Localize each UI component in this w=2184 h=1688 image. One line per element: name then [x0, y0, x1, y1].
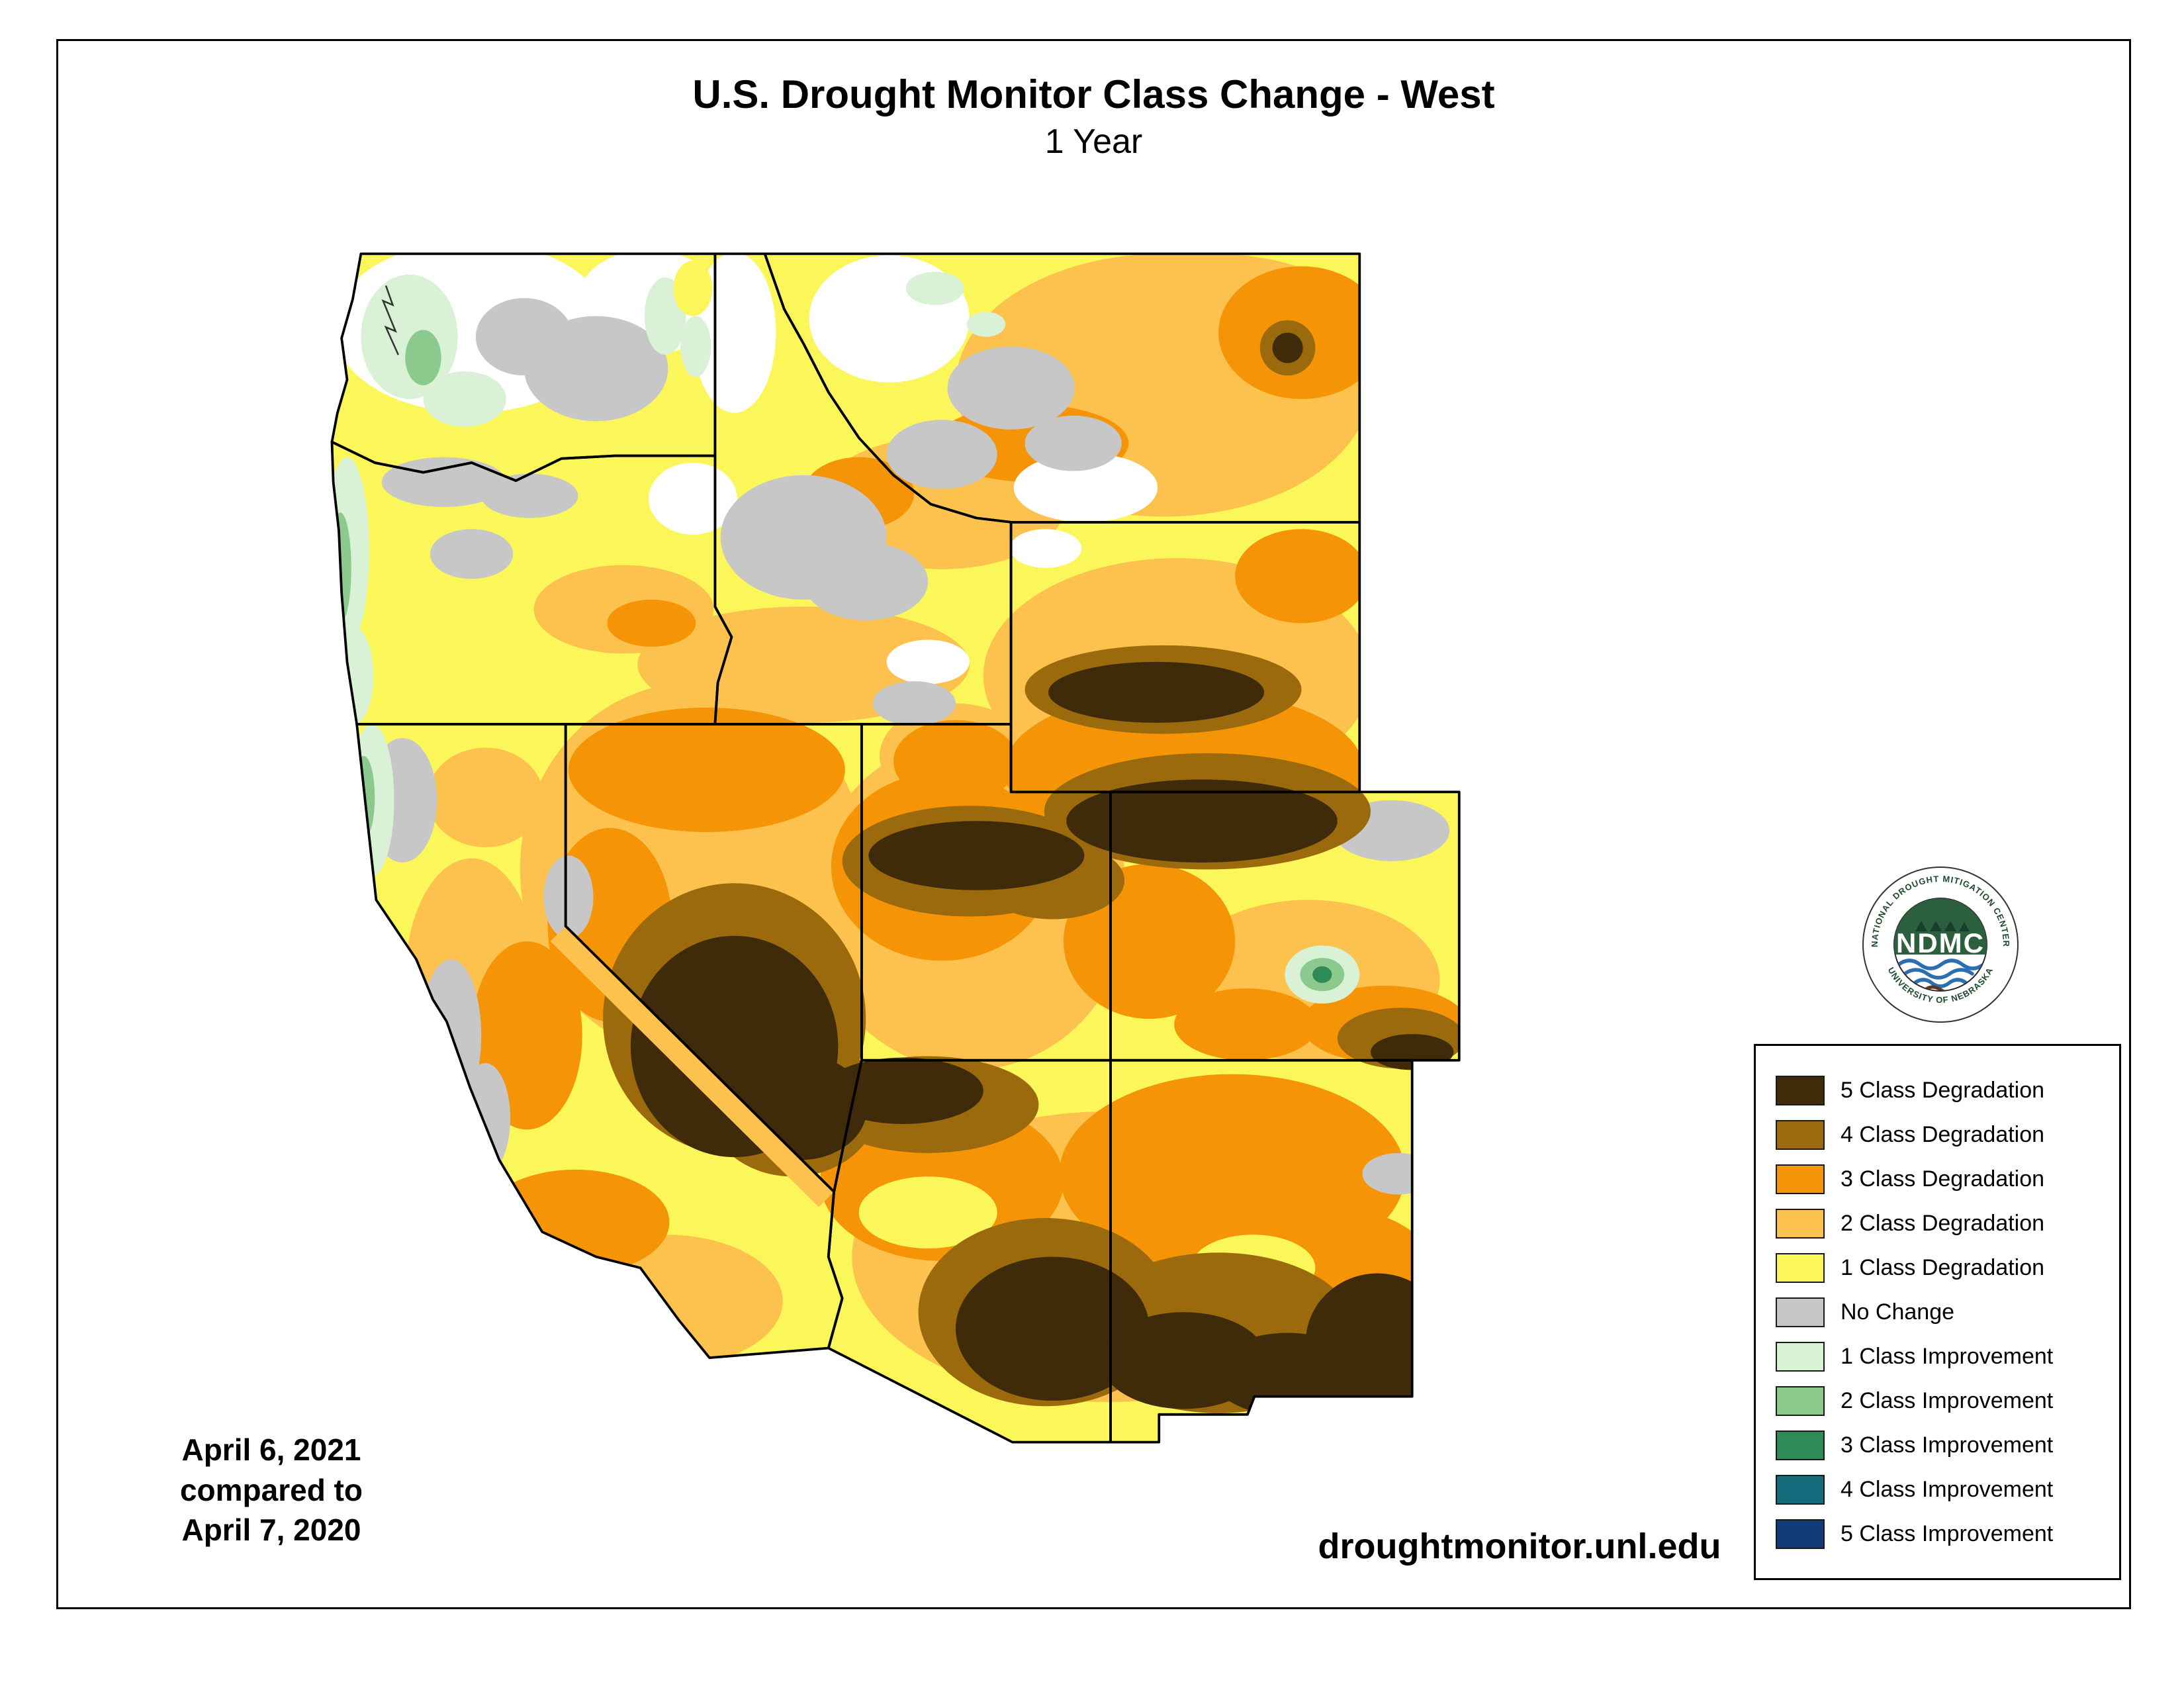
state-montana: [763, 252, 1361, 524]
california-border-strip: [550, 926, 835, 1207]
logo-acronym: NDMC: [1896, 927, 1985, 959]
legend-item-deg2: 2 Class Degradation: [1776, 1201, 2119, 1246]
puget-sound-detail: [381, 285, 399, 355]
legend-swatch-imp3: [1776, 1430, 1825, 1460]
comparison-dates: April 6, 2021 compared to April 7, 2020: [119, 1430, 424, 1550]
state-borders: [330, 252, 1461, 1444]
page-subtitle: 1 Year: [1044, 122, 1143, 161]
legend-label: 3 Class Degradation: [1841, 1166, 2045, 1192]
legend-swatch-imp4: [1776, 1474, 1825, 1505]
legend-swatch-deg4: [1776, 1119, 1825, 1150]
drought-class-change-map: [330, 252, 1461, 1444]
legend-swatch-deg1: [1776, 1252, 1825, 1283]
legend-label: 2 Class Degradation: [1841, 1210, 2045, 1236]
state-colorado: [1109, 790, 1461, 1062]
legend-label: 1 Class Improvement: [1841, 1343, 2054, 1369]
date-line-1: April 6, 2021: [181, 1432, 361, 1467]
legend-swatch-imp2: [1776, 1385, 1825, 1416]
logo-trees: [1915, 921, 1970, 931]
layer-5class-degradation: [630, 332, 1454, 1416]
legend-swatch-deg2: [1776, 1208, 1825, 1239]
legend-item-imp1: 1 Class Improvement: [1776, 1335, 2119, 1379]
logo-water-waves: [1897, 959, 1985, 990]
legend-item-imp4: 4 Class Improvement: [1776, 1468, 2119, 1512]
legend-item-deg1: 1 Class Degradation: [1776, 1246, 2119, 1290]
legend-swatch-nochange: [1776, 1297, 1825, 1327]
legend-label: 4 Class Degradation: [1841, 1121, 2045, 1147]
logo-green-field: [1894, 898, 1987, 955]
legend-item-deg3: 3 Class Degradation: [1776, 1157, 2119, 1201]
legend-rows: 5 Class Degradation 4 Class Degradation 3 …: [1776, 1068, 2119, 1556]
date-line-3: April 7, 2020: [181, 1513, 361, 1548]
legend-swatch-imp5: [1776, 1519, 1825, 1549]
legend-swatch-imp1: [1776, 1341, 1825, 1372]
legend-label: 1 Class Degradation: [1841, 1254, 2045, 1280]
state-new-mexico: [1109, 1058, 1414, 1444]
legend-item-deg4: 4 Class Degradation: [1776, 1113, 2119, 1157]
legend-label: 5 Class Improvement: [1841, 1521, 2054, 1546]
legend-item-deg5: 5 Class Degradation: [1776, 1068, 2119, 1113]
legend-item-imp5: 5 Class Improvement: [1776, 1512, 2119, 1556]
legend: 5 Class Degradation 4 Class Degradation 3 …: [1754, 1044, 2121, 1580]
outer-border-frame: U.S. Drought Monitor Class Change - West…: [56, 39, 2131, 1609]
legend-label: 4 Class Improvement: [1841, 1476, 2054, 1502]
website-url: droughtmonitor.unl.edu: [1318, 1526, 1721, 1566]
legend-swatch-deg5: [1776, 1075, 1825, 1105]
legend-item-nochange: No Change: [1776, 1290, 2119, 1335]
page-title: U.S. Drought Monitor Class Change - West: [692, 72, 1495, 117]
date-line-2: compared to: [179, 1472, 363, 1507]
drought-fill-layers: [332, 254, 1459, 1442]
legend-item-imp2: 2 Class Improvement: [1776, 1379, 2119, 1423]
legend-label: 2 Class Improvement: [1841, 1387, 2054, 1413]
legend-swatch-deg3: [1776, 1164, 1825, 1194]
ndmc-logo: NATIONAL DROUGHT MITIGATION CENTER UNIVE…: [1862, 867, 2019, 1023]
legend-label: No Change: [1841, 1299, 1955, 1325]
legend-label: 5 Class Degradation: [1841, 1077, 2045, 1103]
legend-label: 3 Class Improvement: [1841, 1432, 2054, 1458]
legend-item-imp3: 3 Class Improvement: [1776, 1423, 2119, 1468]
